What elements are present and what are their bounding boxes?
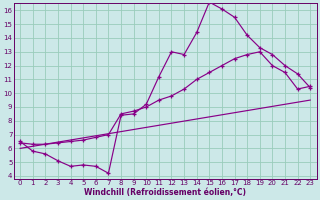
X-axis label: Windchill (Refroidissement éolien,°C): Windchill (Refroidissement éolien,°C) (84, 188, 246, 197)
